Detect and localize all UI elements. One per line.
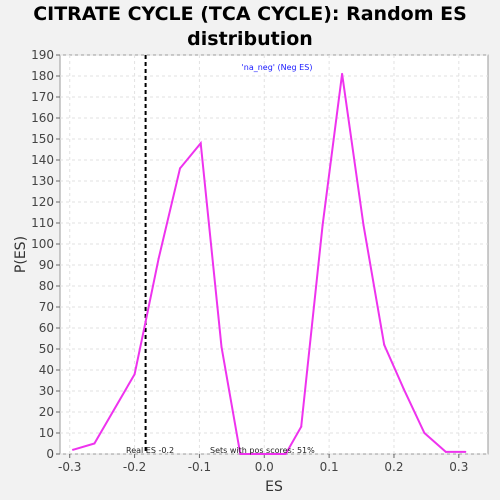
grid-lines <box>60 54 488 455</box>
data-point <box>199 142 202 145</box>
x-tick-label: 0.1 <box>320 460 339 474</box>
data-point <box>402 387 405 390</box>
data-point <box>71 448 74 451</box>
real-es-label: Real ES -0.2 <box>126 446 174 455</box>
y-tick-label: 160 <box>31 111 54 125</box>
x-tick-label: 0.2 <box>384 460 403 474</box>
y-tick-label: 120 <box>31 195 54 209</box>
x-tick-label: 0.3 <box>449 460 468 474</box>
data-point <box>444 450 447 453</box>
y-tick-label: 90 <box>39 258 54 272</box>
x-tick-label: -0.1 <box>188 460 211 474</box>
data-point <box>133 373 136 376</box>
data-point <box>284 453 287 455</box>
data-point <box>157 257 160 260</box>
data-point <box>383 343 386 346</box>
y-tick-label: 30 <box>39 384 54 398</box>
y-tick-label: 70 <box>39 300 54 314</box>
y-tick-label: 150 <box>31 132 54 146</box>
y-tick-label: 50 <box>39 342 54 356</box>
data-point <box>93 442 96 445</box>
x-tick-label: 0.0 <box>255 460 274 474</box>
y-tick-label: 10 <box>39 426 54 440</box>
y-tick-label: 190 <box>31 48 54 62</box>
y-tick-label: 100 <box>31 237 54 251</box>
data-point <box>362 224 365 227</box>
series-layer <box>71 72 467 455</box>
data-point <box>239 453 242 455</box>
y-axis: 0 10 20 30 40 50 60 70 80 90 100 110 120 130 140 150 160… <box>31 48 60 461</box>
data-point <box>220 345 223 348</box>
y-tick-label: 0 <box>46 447 54 461</box>
y-tick-label: 170 <box>31 90 54 104</box>
data-point <box>178 167 181 170</box>
data-point <box>300 425 303 428</box>
pos-scores-label: Sets with pos scores: 51% <box>210 446 315 455</box>
data-point <box>341 72 344 75</box>
y-tick-label: 140 <box>31 153 54 167</box>
y-tick-label: 80 <box>39 279 54 293</box>
data-point <box>321 224 324 227</box>
y-tick-label: 110 <box>31 216 54 230</box>
x-axis: -0.3 -0.2 -0.1 0.0 0.1 0.2 0.3 <box>58 454 468 474</box>
y-axis-title: P(ES) <box>13 236 29 273</box>
x-tick-label: -0.2 <box>123 460 146 474</box>
x-axis-title: ES <box>265 479 283 495</box>
y-tick-label: 20 <box>39 405 54 419</box>
y-tick-label: 180 <box>31 69 54 83</box>
chart-title: CITRATE CYCLE (TCA CYCLE): Random ES dis… <box>33 3 467 50</box>
data-point <box>144 320 147 323</box>
data-point <box>464 450 467 453</box>
data-point <box>423 432 426 434</box>
plot-background <box>59 54 489 455</box>
series-line <box>72 73 466 455</box>
data-point <box>263 453 266 455</box>
legend-label: 'na_neg' (Neg ES) <box>242 63 313 72</box>
y-tick-label: 60 <box>39 321 54 335</box>
y-tick-label: 130 <box>31 174 54 188</box>
y-tick-label: 40 <box>39 363 54 377</box>
x-tick-label: -0.3 <box>58 460 81 474</box>
